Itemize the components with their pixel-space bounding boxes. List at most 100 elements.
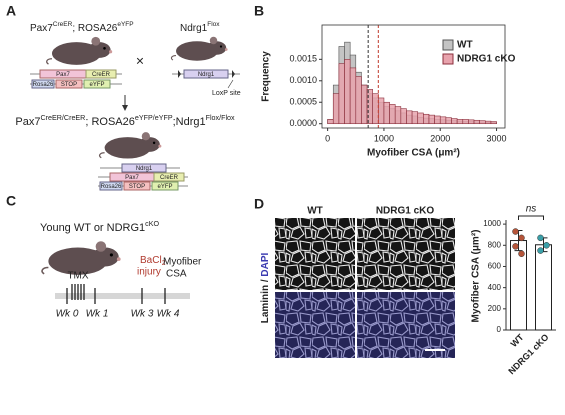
week-label: Wk 1 xyxy=(86,309,109,320)
histogram-bar xyxy=(434,115,441,125)
construct-label: Pax7 xyxy=(125,175,139,181)
data-point xyxy=(537,234,544,242)
construct: Pax7 CreER Rosa26 STOP eYFP xyxy=(30,69,122,89)
y-tick-label: 600 xyxy=(488,262,502,271)
legend-swatch xyxy=(442,39,454,51)
week-label: Wk 3 xyxy=(131,309,154,320)
histogram-bar xyxy=(406,110,413,125)
mouse-icon xyxy=(46,36,113,66)
column-label: NDRG1 cKO xyxy=(376,206,435,217)
panel-label: A xyxy=(6,3,16,19)
histogram-bar xyxy=(462,119,469,125)
histogram-bar xyxy=(400,108,407,125)
data-point xyxy=(537,247,544,254)
construct-label: LoxP site xyxy=(212,90,241,97)
y-tick-label: 0 xyxy=(497,325,502,334)
superscript: eYFP/eYFP xyxy=(135,114,173,122)
readout-label: Myofiber xyxy=(163,257,202,268)
injury-label: BaCl2 xyxy=(140,255,166,268)
histogram-bar xyxy=(332,93,340,125)
construct-label: Rosa26 xyxy=(101,184,122,190)
construct-label: Pax7 xyxy=(56,72,70,78)
histogram-bar xyxy=(355,76,362,125)
readout-label: CSA xyxy=(166,269,187,280)
y-tick-label: 0.0010 xyxy=(289,75,317,85)
histogram-bar xyxy=(338,63,345,125)
y-axis-label: Frequency xyxy=(261,51,272,102)
construct-label: Ndrg1 xyxy=(198,72,215,78)
y-tick-label: 800 xyxy=(488,240,502,249)
week-label: Wk 4 xyxy=(157,309,180,320)
text-part: Young WT or NDRG1 xyxy=(40,222,145,234)
text-part: Pax7 xyxy=(30,23,53,34)
text-part: ; ROSA26 xyxy=(85,116,135,128)
mouse-icon xyxy=(170,36,229,62)
week-label: Wk 0 xyxy=(56,309,79,320)
data-point xyxy=(512,243,519,250)
x-tick-label: 2000 xyxy=(430,133,450,143)
y-tick-label: 0.0005 xyxy=(289,97,317,107)
histogram-bar xyxy=(378,97,385,125)
histogram-bar xyxy=(327,119,334,125)
x-axis-label: Myofiber CSA (μm²) xyxy=(367,148,460,159)
histogram-bar xyxy=(428,114,435,125)
y-tick-label: 400 xyxy=(488,283,502,292)
stain-name: DAPI xyxy=(260,253,271,277)
cross-symbol: × xyxy=(136,53,144,69)
significance-bracket xyxy=(518,215,544,220)
timeline xyxy=(55,293,190,299)
histogram-bar xyxy=(484,120,492,125)
y-tick-label: 0.0000 xyxy=(289,118,317,128)
y-axis-label: Myofiber CSA (μm²) xyxy=(471,230,482,323)
histogram-bar xyxy=(479,120,486,125)
construct-label: STOP xyxy=(61,82,77,88)
histogram-bar xyxy=(468,119,475,125)
histogram-bar xyxy=(456,119,464,125)
injury-label: injury xyxy=(137,267,161,278)
bar xyxy=(535,244,552,331)
x-tick-label: 0 xyxy=(325,133,330,143)
superscript: cKO xyxy=(145,220,159,228)
subscript: 2 xyxy=(162,260,166,267)
panel-label: B xyxy=(254,3,264,19)
text-part: BaCl xyxy=(140,255,162,266)
treatment-label: TMX xyxy=(67,271,88,282)
stain-label: Laminin / DAPI xyxy=(260,253,271,324)
plot-frame xyxy=(321,24,506,129)
genotype: Pax7CreER/CreER; ROSA26eYFP/eYFP;Ndrg1Fl… xyxy=(15,114,235,128)
legend-swatch xyxy=(442,53,454,65)
construct-label: CreER xyxy=(92,72,111,78)
timeline-ticks xyxy=(66,284,166,304)
y-tick-label: 200 xyxy=(488,304,502,313)
histogram-bar xyxy=(389,104,396,125)
x-tick-label: 1000 xyxy=(374,133,394,143)
histogram-bar xyxy=(490,121,497,125)
stain-name: Laminin / xyxy=(260,277,271,324)
histogram-bar xyxy=(411,111,419,125)
x-tick-label: 3000 xyxy=(487,133,507,143)
y-tick-label: 0.0015 xyxy=(289,54,317,64)
histogram-bar xyxy=(372,93,379,125)
superscript: eYFP xyxy=(117,21,133,28)
construct-label: Rosa26 xyxy=(33,82,54,88)
text-part: Pax7 xyxy=(15,116,40,128)
cohort-label: Young WT or NDRG1cKO xyxy=(40,220,159,234)
histogram-bar xyxy=(349,67,357,125)
histogram-bar xyxy=(445,117,452,125)
y-tick-label: 1000 xyxy=(483,219,501,228)
panel-label: C xyxy=(6,193,16,209)
superscript: CreER xyxy=(53,21,73,28)
histogram-bar xyxy=(383,101,390,125)
construct-label: eYFP xyxy=(157,184,172,190)
data-point xyxy=(518,250,525,258)
genotype: Pax7CreER; ROSA26eYFP xyxy=(30,21,134,33)
construct: Ndrg1 Pax7 CreER Rosa26 STOP eYFP xyxy=(98,163,188,191)
significance-label: ns xyxy=(526,204,537,215)
construct-label: CreER xyxy=(160,175,179,181)
construct-label: eYFP xyxy=(89,82,104,88)
histogram-bar xyxy=(473,119,480,125)
text-part: Ndrg1 xyxy=(180,23,208,34)
histogram-bar xyxy=(417,112,424,125)
construct-label: Ndrg1 xyxy=(136,166,153,172)
